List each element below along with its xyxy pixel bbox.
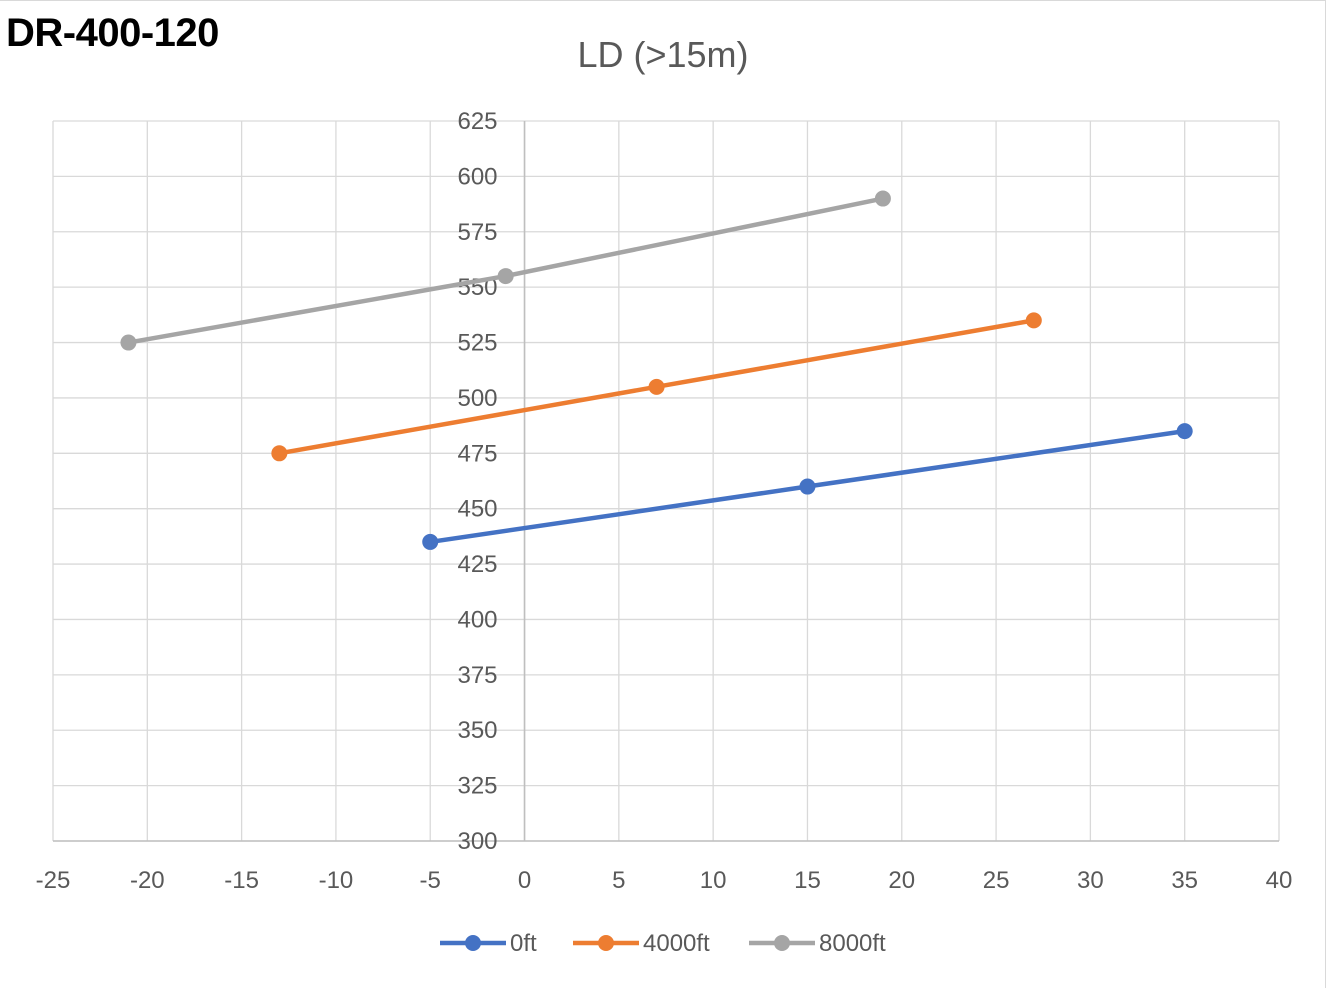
y-tick-label: 300	[457, 828, 497, 855]
x-tick-label: 10	[700, 867, 727, 894]
y-tick-label: 575	[457, 219, 497, 246]
y-tick-label: 375	[457, 662, 497, 689]
data-point	[648, 378, 665, 395]
y-tick-label: 450	[457, 496, 497, 523]
x-tick-label: 35	[1171, 867, 1198, 894]
data-point	[271, 445, 288, 462]
legend: 0ft 4000ft 8000ft	[440, 930, 886, 957]
data-point	[120, 334, 137, 351]
legend-swatch-marker	[774, 935, 790, 951]
data-point	[497, 268, 514, 285]
y-tick-label: 400	[457, 606, 497, 633]
data-point	[422, 533, 439, 550]
y-tick-label: 525	[457, 330, 497, 357]
y-tick-label: 600	[457, 163, 497, 190]
chart-title: LD (>15m)	[577, 34, 748, 75]
data-point	[1176, 423, 1193, 440]
legend-swatch-marker	[598, 935, 614, 951]
x-tick-label: -25	[36, 867, 71, 894]
y-tick-label: 475	[457, 440, 497, 467]
x-tick-label: -15	[224, 867, 259, 894]
x-tick-label: 30	[1077, 867, 1104, 894]
data-point	[799, 478, 816, 495]
legend-swatch-marker	[465, 935, 481, 951]
y-tick-label: 425	[457, 551, 497, 578]
x-tick-label: 20	[888, 867, 915, 894]
legend-label: 4000ft	[643, 930, 710, 957]
x-tick-label: 0	[518, 867, 531, 894]
legend-label: 0ft	[510, 930, 537, 957]
y-tick-label: 325	[457, 773, 497, 800]
document-heading: DR-400-120	[6, 11, 219, 55]
data-point	[1025, 312, 1042, 329]
x-tick-label: 5	[612, 867, 625, 894]
axes: -25 -20 -15 -10 -5 0 5 10 15 20 25 30 35 40 300 325 350 3…	[36, 108, 1293, 894]
series-group	[120, 190, 1193, 550]
grid	[52, 120, 1280, 842]
y-tick-label: 350	[457, 717, 497, 744]
y-tick-label: 500	[457, 385, 497, 412]
legend-label: 8000ft	[819, 930, 886, 957]
x-tick-label: -5	[420, 867, 441, 894]
x-tick-label: -10	[319, 867, 354, 894]
x-tick-label: 25	[983, 867, 1010, 894]
data-point	[874, 190, 891, 207]
y-tick-label: 625	[457, 108, 497, 135]
x-tick-label: 40	[1266, 867, 1293, 894]
x-tick-label: 15	[794, 867, 821, 894]
x-tick-label: -20	[130, 867, 165, 894]
